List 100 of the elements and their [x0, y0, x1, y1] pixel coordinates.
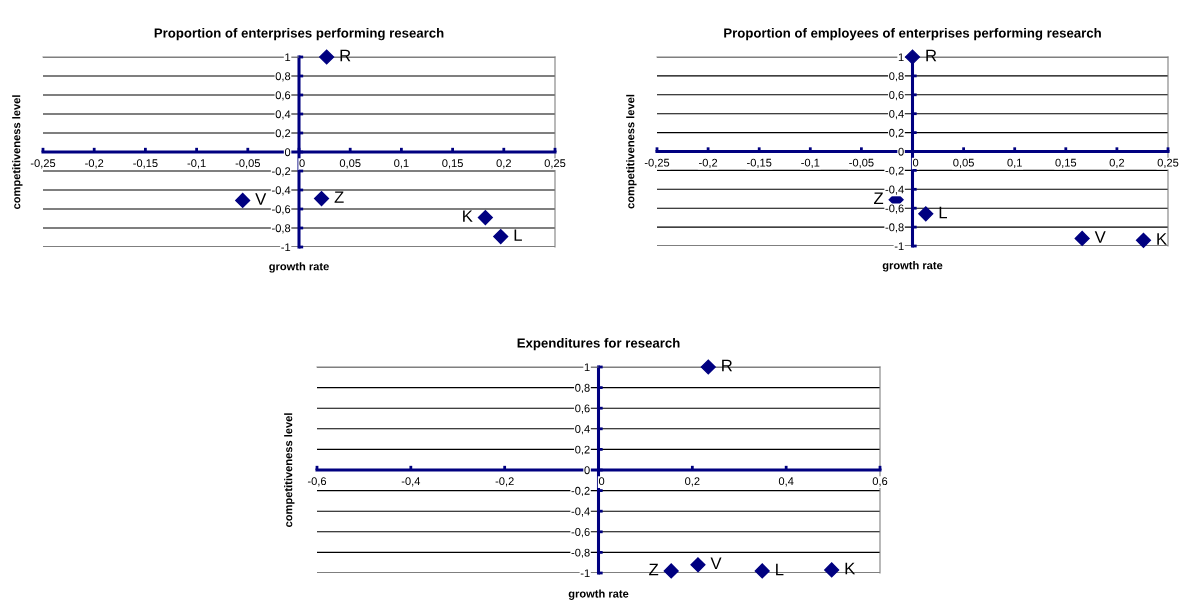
annotation: Z — [649, 563, 659, 576]
annotation: Z — [334, 191, 344, 203]
y-tick-label: 0,8 — [275, 72, 291, 82]
y-tick-label: -0,6 — [571, 528, 590, 538]
annotation: L — [514, 229, 522, 241]
y-tick-label: 0 — [898, 147, 904, 156]
x-tick-label: -0,2 — [85, 159, 104, 169]
x-tick-label: 0,25 — [1157, 158, 1179, 168]
x-tick-label: 0,15 — [442, 159, 463, 169]
x-tick-label: -0,05 — [235, 159, 260, 169]
x-tick-label: 0 — [912, 158, 919, 167]
y-tick-label: -0,2 — [571, 486, 590, 497]
x-tick-label: 0,05 — [953, 158, 974, 168]
x-tick-label: -0,6 — [307, 477, 327, 487]
point — [690, 557, 706, 573]
y-axis-title: competitiveness level — [284, 413, 295, 527]
y-tick-label: -0,2 — [272, 167, 291, 177]
y-tick-label: -0,4 — [571, 507, 590, 517]
y-tick-label: 0,6 — [889, 91, 904, 101]
x-tick-label: -0,15 — [747, 158, 772, 168]
x-tick-label: 0 — [299, 159, 305, 168]
y-tick-label: -1 — [894, 242, 904, 251]
y-axis-title: competitiveness level — [12, 95, 23, 209]
point — [754, 563, 770, 579]
x-axis-title: growth rate — [882, 261, 943, 272]
annotation: R — [926, 49, 937, 62]
y-tick-label: 1 — [898, 53, 904, 62]
annotation: R — [722, 359, 733, 372]
x-tick-label: 0,1 — [1007, 158, 1022, 168]
y-tick-label: 0,4 — [889, 109, 904, 120]
x-tick-label: -0,2 — [699, 158, 718, 168]
x-tick-label: 0,1 — [394, 159, 409, 169]
point — [493, 228, 509, 245]
point — [663, 563, 679, 579]
y-tick-label: -0,2 — [885, 166, 904, 176]
y-tick-label: 1 — [285, 53, 291, 62]
y-tick-label: -0,8 — [272, 224, 291, 234]
x-axis-title: growth rate — [269, 262, 329, 273]
y-tick-label: 0,8 — [575, 383, 590, 394]
y-tick-label: 1 — [584, 363, 590, 372]
y-tick-label: -0,4 — [885, 185, 904, 195]
point — [904, 49, 921, 65]
point — [824, 562, 840, 578]
y-tick-label: 0 — [584, 466, 590, 475]
x-tick-label: 0,25 — [544, 159, 566, 169]
chart-title: Proportion of enterprises performing research — [154, 27, 444, 41]
y-tick-label: -0,4 — [272, 186, 291, 196]
y-tick-label: -1 — [580, 569, 590, 578]
x-tick-label: -0,1 — [187, 159, 206, 169]
y-axis-title: competitiveness level — [626, 94, 637, 209]
y-tick-label: -0,6 — [272, 205, 291, 215]
x-tick-label: -0,15 — [133, 159, 158, 169]
y-tick-label: -1 — [281, 243, 291, 252]
x-tick-label: -0,25 — [30, 159, 56, 169]
y-tick-label: -0,8 — [885, 223, 904, 233]
x-tick-label: -0,2 — [495, 477, 514, 487]
chart-title: Proportion of employees of enterprises performing research — [724, 27, 1101, 41]
y-tick-label: -0,8 — [571, 548, 590, 558]
x-tick-label: 0,2 — [685, 477, 700, 487]
point — [1074, 230, 1090, 247]
point — [1135, 232, 1152, 248]
chart-title: Expenditures for research — [517, 337, 680, 351]
y-tick-label: 0,4 — [275, 110, 291, 120]
point — [477, 209, 493, 226]
point — [319, 49, 335, 65]
annotation: K — [463, 210, 473, 222]
y-tick-label: 0,4 — [575, 425, 590, 435]
x-tick-label: -0,1 — [801, 158, 820, 168]
y-tick-label: 0,2 — [889, 128, 904, 139]
y-tick-label: 0,2 — [275, 129, 291, 139]
annotation: V — [710, 557, 722, 570]
x-tick-label: 0,05 — [339, 159, 361, 169]
x-tick-label: 0,6 — [872, 477, 888, 487]
annotation: L — [776, 563, 784, 576]
point — [235, 192, 251, 209]
x-tick-label: 0 — [598, 477, 605, 486]
point — [313, 190, 330, 207]
x-tick-label: 0,2 — [1109, 158, 1125, 168]
x-tick-label: -0,4 — [401, 477, 421, 487]
annotation: R — [340, 49, 351, 62]
y-tick-label: 0,6 — [275, 91, 291, 101]
y-tick-label: 0 — [284, 148, 291, 157]
y-tick-label: 0,6 — [575, 404, 590, 414]
x-tick-label: 0,4 — [778, 477, 794, 487]
x-axis-title: growth rate — [568, 589, 629, 600]
point — [700, 359, 716, 375]
annotation: K — [845, 562, 856, 575]
point — [918, 206, 934, 222]
x-tick-label: -0,05 — [849, 158, 874, 168]
annotation: V — [255, 193, 267, 205]
y-tick-label: 0,8 — [889, 72, 904, 82]
annotation: L — [939, 206, 947, 219]
x-tick-label: 0,2 — [496, 159, 511, 169]
annotation: Z — [874, 192, 884, 204]
annotation: V — [1094, 231, 1106, 243]
y-tick-label: 0,2 — [575, 445, 590, 455]
y-tick-label: -0,6 — [885, 204, 904, 214]
annotation: K — [1157, 233, 1167, 245]
x-tick-label: 0,15 — [1055, 158, 1077, 168]
x-tick-label: -0,25 — [644, 158, 670, 168]
